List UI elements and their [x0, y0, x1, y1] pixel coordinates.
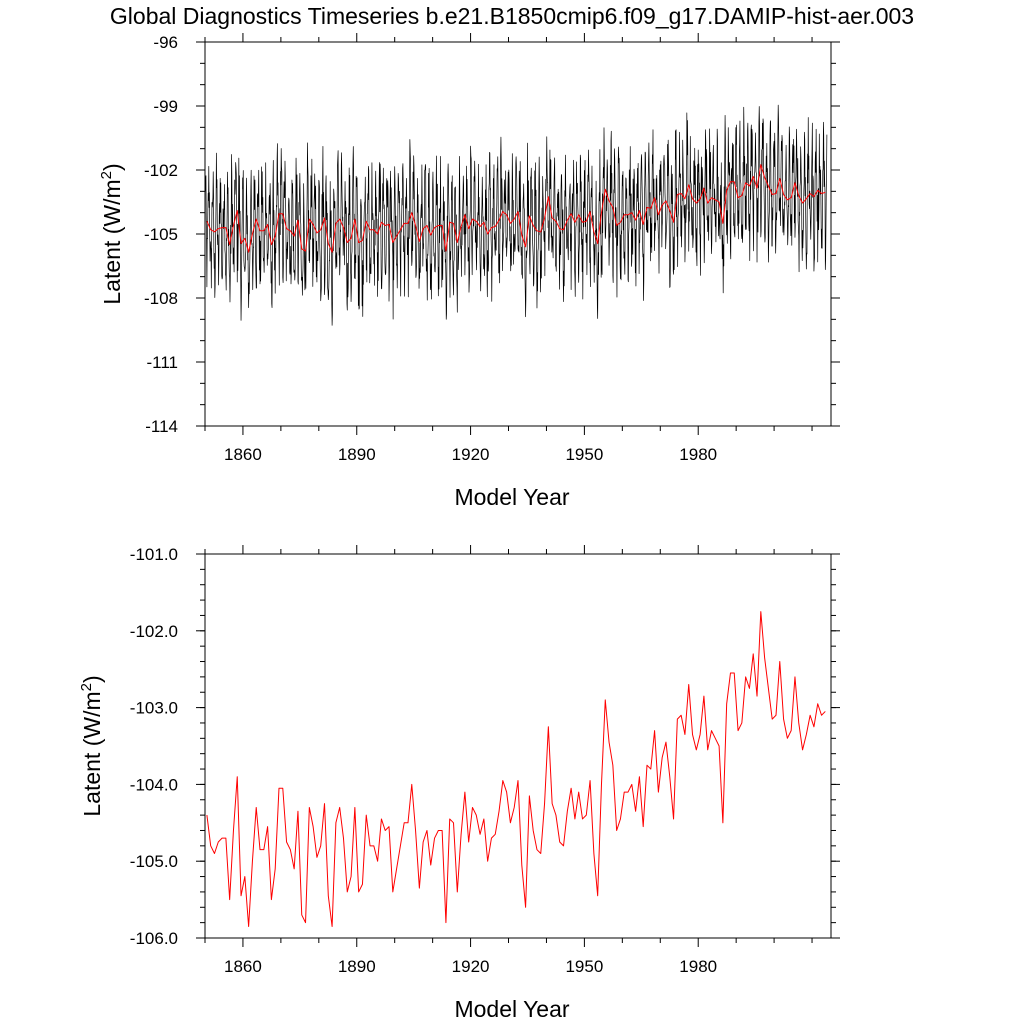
plot-frame	[204, 553, 832, 939]
x-tick-label: 1860	[224, 957, 262, 976]
x-tick-label: 1920	[452, 445, 490, 464]
y-tick-label: -99	[153, 97, 178, 116]
y-tick-label: -114	[145, 417, 178, 436]
y-axis-title: Latent (W/m2)	[78, 675, 105, 816]
y-tick-label: -103.0	[130, 699, 178, 718]
y-tick-label: -102.0	[130, 622, 178, 641]
x-axis-title: Model Year	[454, 484, 569, 510]
y-tick-label: -96	[153, 33, 178, 52]
axis-ticks: 1860 1890 1920 1950 1980 -96 -99 -102 -105 -108 -1…	[144, 33, 840, 464]
y-tick-label: -105	[144, 225, 178, 244]
chart-title: Global Diagnostics Timeseries b.e21.B185…	[110, 3, 914, 29]
x-axis-title: Model Year	[454, 996, 569, 1022]
axis-ticks: 1860 1890 1920 1950 1980 -101.0 -102.0 -103.0 -1…	[130, 545, 840, 976]
y-axis-title: Latent (W/m2)	[98, 163, 125, 304]
panel-annual: 1860 1890 1920 1950 1980 -101.0 -102.0 -103.0 -1…	[78, 545, 840, 1022]
series-line-annual	[206, 164, 826, 253]
series-line-annual	[206, 611, 826, 927]
panel-monthly: 1860 1890 1920 1950 1980 -96 -99 -102 -105 -108 -1…	[98, 33, 840, 510]
x-tick-label: 1950	[565, 957, 603, 976]
y-tick-label: -111	[146, 353, 178, 372]
y-tick-label: -108	[144, 289, 178, 308]
y-tick-label: -105.0	[130, 852, 178, 871]
x-tick-label: 1980	[679, 445, 717, 464]
x-tick-label: 1890	[338, 957, 376, 976]
plot-area	[204, 41, 832, 427]
x-tick-label: 1890	[338, 445, 376, 464]
y-tick-label: -104.0	[130, 775, 178, 794]
x-tick-label: 1980	[679, 957, 717, 976]
series-line-monthly	[204, 104, 828, 326]
series-group	[206, 611, 826, 927]
y-tick-label: -101.0	[130, 545, 178, 564]
x-tick-label: 1950	[565, 445, 603, 464]
plot-area	[204, 553, 832, 939]
y-tick-label: -106.0	[130, 929, 178, 948]
y-tick-label: -102	[144, 161, 178, 180]
x-tick-label: 1920	[452, 957, 490, 976]
x-tick-label: 1860	[224, 445, 262, 464]
series-group	[204, 104, 828, 326]
